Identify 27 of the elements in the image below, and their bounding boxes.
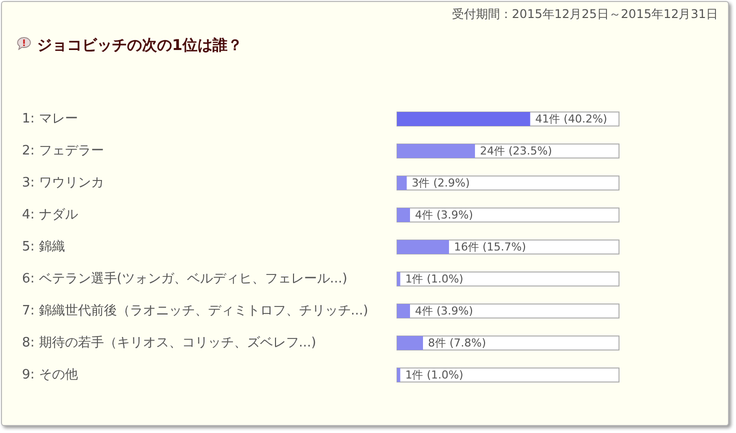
data-label: 4件 (3.9%) — [414, 208, 474, 222]
y-tick-label: 7: 錦織世代前後（ラオニッチ、ディミトロフ、チリッチ...) — [22, 304, 368, 318]
bar — [397, 304, 410, 318]
data-label: 1件 (1.0%) — [405, 368, 464, 382]
bar — [397, 176, 407, 190]
bar — [397, 336, 423, 350]
text: ジョコビッチの次の1位は誰？ — [37, 35, 242, 55]
data-label: 16件 (15.7%) — [454, 240, 526, 254]
bar — [397, 272, 400, 286]
y-tick-label: 3: ワウリンカ — [22, 176, 104, 190]
y-tick-label: 4: ナダル — [22, 208, 78, 222]
y-tick-label: 9: その他 — [22, 368, 78, 382]
bar — [397, 368, 400, 382]
data-label: 8件 (7.8%) — [428, 336, 486, 350]
y-tick-label: 6: ベテラン選手(ツォンガ、ベルディヒ、フェレール...) — [22, 272, 348, 286]
bar — [397, 208, 410, 222]
data-label: 41件 (40.2%) — [535, 112, 608, 126]
y-tick-label: 8: 期待の若手（キリオス、コリッチ、ズベレフ...) — [22, 336, 316, 350]
y-tick-label: 2: フェデラー — [22, 144, 104, 158]
data-label: 3件 (2.9%) — [412, 176, 470, 190]
data-label: 1件 (1.0%) — [405, 272, 464, 286]
data-label: 4件 (3.9%) — [414, 304, 474, 318]
y-tick-label: 1: マレー — [22, 112, 78, 126]
data-label: 24件 (23.5%) — [480, 144, 552, 158]
y-tick-label: 5: 錦織 — [22, 240, 65, 254]
text: 受付期間：2015年12月25日～2015年12月31日 — [452, 6, 718, 22]
bar — [397, 240, 449, 254]
